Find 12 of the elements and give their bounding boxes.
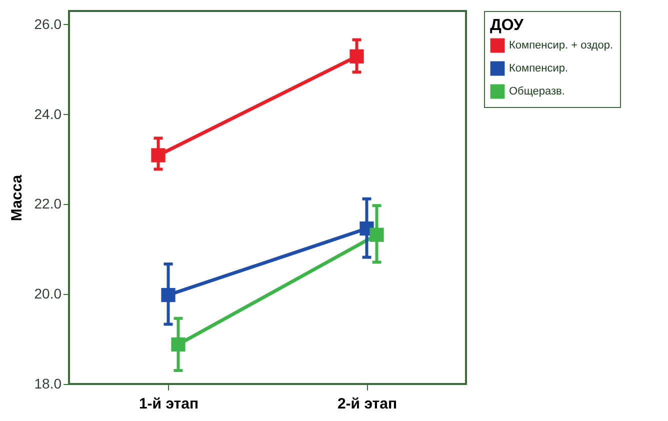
- y-axis-title: Масса: [8, 174, 26, 222]
- legend-label: Компенсир.: [509, 62, 568, 74]
- legend-title: ДОУ: [490, 17, 524, 34]
- x-tick-label: 2-й этап: [337, 396, 398, 412]
- y-tick-label: 22.0: [34, 196, 62, 212]
- y-tick-label: 26.0: [34, 16, 62, 32]
- y-tick-label: 20.0: [34, 286, 62, 302]
- y-tick-label: 24.0: [34, 106, 62, 122]
- legend-label: Общеразв.: [509, 86, 565, 98]
- x-tick-label: 1-й этап: [138, 396, 199, 412]
- legend-label: Компенсир. + оздор.: [509, 40, 614, 52]
- y-tick-label: 18.0: [34, 376, 62, 392]
